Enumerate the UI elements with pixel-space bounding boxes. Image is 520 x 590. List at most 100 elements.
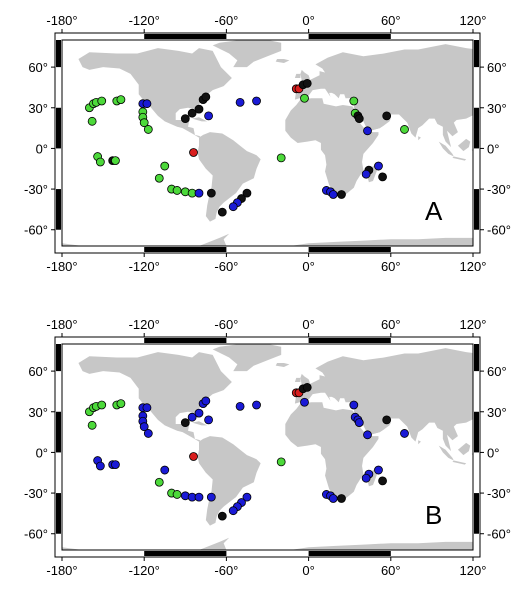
lat-tick-label-left: 30° — [28, 405, 48, 420]
lon-tick-label-bottom: 60° — [381, 259, 401, 274]
site-marker-blue — [95, 461, 105, 471]
site-marker-green — [154, 477, 164, 487]
site-marker-blue — [194, 188, 204, 198]
lat-tick-label-left: -60° — [24, 527, 48, 542]
frame-bar-bottom — [144, 247, 227, 252]
lon-tick-label-bottom: -120° — [129, 563, 160, 578]
site-marker-green — [116, 95, 126, 105]
site-marker-black — [382, 415, 392, 425]
site-marker-blue — [361, 169, 371, 179]
site-marker-green — [111, 156, 120, 166]
site-marker-blue — [252, 400, 261, 410]
site-marker-black — [180, 418, 190, 428]
lon-tick-label-top: 120° — [460, 13, 487, 28]
site-markers — [85, 78, 409, 217]
site-marker-blue — [142, 99, 152, 109]
site-marker-black — [194, 104, 204, 114]
lat-tick-label-right: 0° — [487, 445, 499, 460]
site-marker-green — [87, 116, 97, 126]
lat-tick-label-right: -30° — [487, 486, 511, 501]
lat-tick-label-left: 0° — [36, 445, 48, 460]
lat-tick-label-left: -30° — [24, 486, 48, 501]
lat-tick-label-left: -60° — [24, 223, 48, 238]
site-marker-blue — [374, 161, 383, 171]
frame-bar-right — [474, 493, 479, 534]
site-marker-green — [300, 93, 309, 103]
lon-tick-label-top: 0° — [302, 13, 314, 28]
site-marker-black — [201, 92, 211, 102]
site-marker-green — [154, 173, 164, 183]
site-marker-blue — [235, 401, 245, 411]
site-marker-black — [180, 114, 190, 124]
site-marker-blue — [194, 408, 204, 418]
lat-tick-label-right: -60° — [487, 223, 511, 238]
site-marker-blue — [328, 190, 338, 199]
site-marker-blue — [252, 96, 261, 106]
site-marker-blue — [142, 403, 152, 413]
site-marker-green — [87, 420, 97, 430]
lon-tick-label-top: -60° — [214, 317, 238, 332]
lat-tick-label-right: -60° — [487, 527, 511, 542]
frame-bar-top — [144, 34, 227, 39]
site-marker-blue — [204, 415, 213, 425]
lon-tick-label-bottom: 0° — [302, 563, 314, 578]
frame-bar-bottom — [308, 551, 391, 556]
site-marker-green — [97, 400, 107, 410]
map-frame-outer — [54, 336, 481, 558]
site-marker-green — [143, 125, 153, 134]
frame-bar-bottom — [144, 551, 227, 556]
lon-tick-label-top: -60° — [214, 13, 238, 28]
frame-bar-right — [474, 107, 479, 149]
site-marker-blue — [235, 97, 245, 107]
lat-tick-label-left: 30° — [28, 101, 48, 116]
frame-bar-bottom — [308, 247, 391, 252]
site-marker-green — [116, 399, 126, 409]
site-marker-blue — [201, 396, 211, 406]
site-marker-blue — [361, 473, 371, 483]
site-marker-blue — [328, 494, 338, 503]
site-marker-black — [187, 108, 197, 118]
lon-tick-label-bottom: -60° — [214, 563, 238, 578]
site-marker-black — [217, 207, 227, 217]
frame-bar-left — [56, 493, 61, 534]
site-marker-blue — [206, 492, 216, 502]
site-marker-blue — [363, 126, 372, 136]
lon-tick-label-bottom: 120° — [460, 563, 487, 578]
site-marker-black — [337, 190, 346, 199]
frame-bar-right — [474, 40, 479, 68]
site-marker-blue — [228, 202, 238, 212]
lon-tick-label-bottom: 0° — [302, 259, 314, 274]
site-marker-black — [242, 188, 252, 198]
lon-tick-label-top: -180° — [46, 317, 77, 332]
map-frame-outer — [54, 32, 481, 254]
frame-bar-left — [56, 107, 61, 149]
lat-tick-label-right: 60° — [487, 364, 507, 379]
site-marker-blue — [363, 430, 372, 440]
site-marker-blue — [143, 429, 153, 438]
frame-bar-left — [56, 189, 61, 230]
site-marker-blue — [354, 418, 364, 428]
site-marker-green — [349, 96, 359, 106]
site-marker-blue — [242, 492, 252, 502]
frame-bar-top — [144, 338, 227, 343]
site-marker-green — [276, 457, 286, 467]
frame-bar-left — [56, 40, 61, 68]
site-marker-black — [378, 476, 387, 486]
lat-tick-label-left: 60° — [28, 60, 48, 75]
site-marker-black — [382, 111, 392, 121]
lon-tick-label-top: -120° — [129, 317, 160, 332]
lon-tick-label-top: -120° — [129, 13, 160, 28]
site-marker-black — [302, 382, 312, 392]
site-markers — [85, 382, 409, 521]
site-marker-blue — [204, 111, 213, 121]
site-marker-blue — [374, 465, 383, 475]
site-marker-green — [160, 161, 170, 171]
panel-label: B — [425, 500, 442, 530]
map-panel-a: -180° -180° -120° -120° -60° -60° 0° 0° 60° 60° 12… — [24, 13, 511, 274]
lon-tick-label-bottom: -120° — [129, 259, 160, 274]
site-marker-green — [95, 157, 105, 167]
frame-bar-right — [474, 411, 479, 453]
map-frame-inner — [61, 343, 474, 551]
lat-tick-label-right: 30° — [487, 405, 507, 420]
